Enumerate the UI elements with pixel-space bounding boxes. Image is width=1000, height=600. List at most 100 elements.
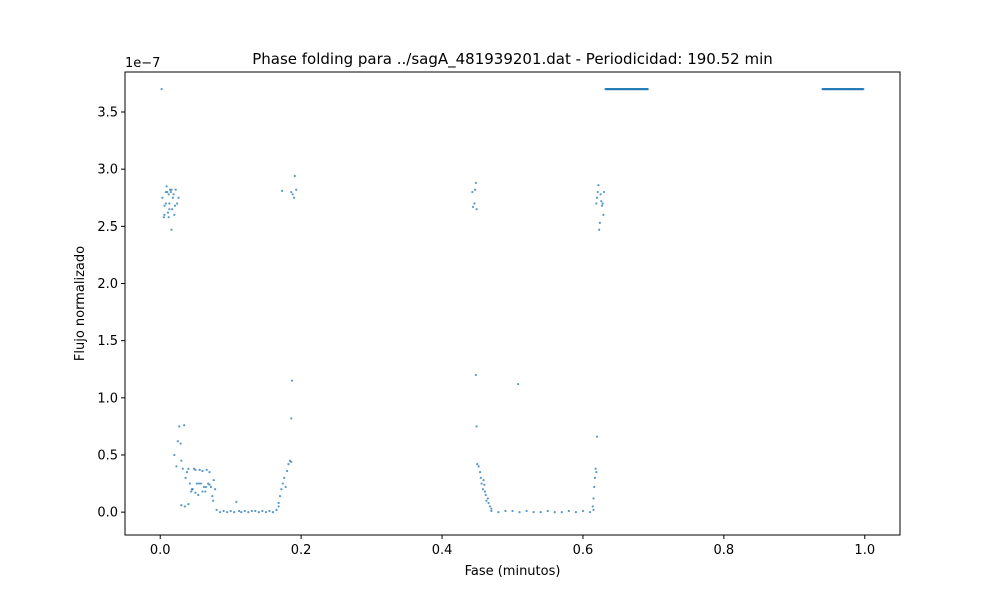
data-point	[483, 479, 485, 481]
data-point	[190, 490, 192, 492]
data-point	[592, 505, 594, 507]
data-point	[290, 417, 292, 419]
y-tick-label: 0.0	[97, 506, 118, 521]
data-point	[595, 202, 597, 204]
data-point	[473, 202, 475, 204]
data-point	[184, 505, 186, 507]
data-point	[215, 509, 217, 511]
data-point	[268, 510, 270, 512]
y-tick-label: 3.0	[97, 163, 118, 178]
data-point	[226, 511, 228, 513]
data-point	[212, 500, 214, 502]
data-point	[490, 510, 492, 512]
data-point	[203, 486, 205, 488]
data-point	[283, 477, 285, 479]
data-point	[165, 185, 167, 187]
x-tick-label: 0.4	[432, 543, 453, 558]
data-point	[205, 486, 207, 488]
x-tick-label: 0.6	[573, 543, 594, 558]
data-point	[294, 175, 296, 177]
data-point	[475, 208, 477, 210]
x-axis-label: Fase (minutos)	[465, 564, 561, 579]
data-point	[247, 511, 249, 513]
data-point	[196, 482, 198, 484]
data-point	[487, 497, 489, 499]
data-point	[208, 471, 210, 473]
x-tick-label: 0.2	[291, 543, 312, 558]
data-point	[862, 88, 864, 90]
data-point	[599, 222, 601, 224]
data-point	[204, 490, 206, 492]
data-point	[518, 511, 520, 513]
data-point	[517, 383, 519, 385]
data-point	[282, 482, 284, 484]
data-point	[206, 469, 208, 471]
data-point	[175, 465, 177, 467]
data-point	[211, 495, 213, 497]
data-point	[474, 189, 476, 191]
data-point	[272, 511, 274, 513]
data-point	[280, 488, 282, 490]
data-point	[554, 511, 556, 513]
data-point	[161, 197, 163, 199]
data-point	[479, 471, 481, 473]
y-tick-label: 3.5	[97, 106, 118, 121]
data-point	[175, 189, 177, 191]
data-point	[238, 510, 240, 512]
data-point	[177, 440, 179, 442]
data-point	[592, 509, 594, 511]
data-point	[290, 191, 292, 193]
data-point	[180, 460, 182, 462]
data-point	[265, 511, 267, 513]
data-point	[480, 482, 482, 484]
data-point	[186, 471, 188, 473]
data-point	[168, 202, 170, 204]
data-point	[596, 197, 598, 199]
data-point	[490, 508, 492, 510]
data-point	[187, 503, 189, 505]
data-point	[487, 502, 489, 504]
data-point	[165, 202, 167, 204]
data-point	[287, 463, 289, 465]
data-point	[291, 380, 293, 382]
data-point	[170, 189, 172, 191]
data-point	[178, 425, 180, 427]
data-point	[166, 191, 168, 193]
data-point	[472, 206, 474, 208]
data-point	[184, 477, 186, 479]
data-point	[597, 191, 599, 193]
data-point	[187, 468, 189, 470]
data-point	[210, 486, 212, 488]
data-point	[235, 501, 237, 503]
data-point	[199, 469, 201, 471]
data-point	[168, 216, 170, 218]
data-point	[489, 505, 491, 507]
data-point	[180, 504, 182, 506]
data-point	[292, 193, 294, 195]
data-point	[482, 488, 484, 490]
data-point	[575, 511, 577, 513]
data-point	[161, 88, 163, 90]
data-point	[485, 500, 487, 502]
data-point	[281, 190, 283, 192]
data-point	[511, 510, 513, 512]
data-point	[198, 482, 200, 484]
data-point	[163, 205, 165, 207]
data-point	[540, 511, 542, 513]
data-point	[484, 490, 486, 492]
data-point	[561, 511, 563, 513]
data-point	[595, 468, 597, 470]
data-point	[533, 511, 535, 513]
data-point	[568, 510, 570, 512]
data-point	[277, 502, 279, 504]
data-point	[173, 193, 175, 195]
data-point	[191, 488, 193, 490]
data-point	[525, 510, 527, 512]
chart-title: Phase folding para ../sagA_481939201.dat…	[252, 50, 773, 69]
y-tick-label: 1.5	[97, 334, 118, 349]
y-tick-label: 1.0	[97, 391, 118, 406]
data-point	[593, 486, 595, 488]
data-point	[176, 202, 178, 204]
data-point	[597, 184, 599, 186]
data-point	[171, 208, 173, 210]
